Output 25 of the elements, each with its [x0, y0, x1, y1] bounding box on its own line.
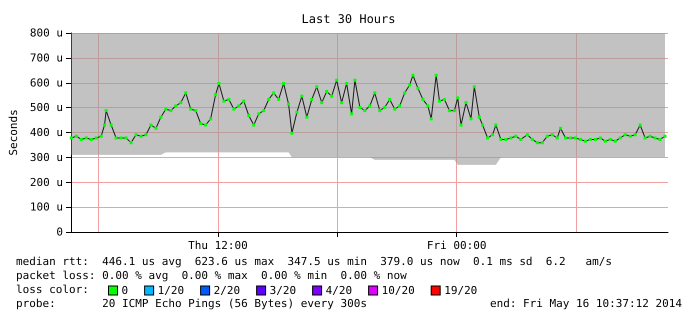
- chart-title: Last 30 Hours: [302, 12, 396, 26]
- legend-label: 0: [122, 284, 128, 297]
- legend-label: 10/20: [382, 284, 415, 297]
- text: probe: 20 ICMP Echo Pings (56 Bytes) every 300s: [16, 297, 367, 310]
- x-tick-label: Fri 00:00: [426, 239, 487, 252]
- x-tick-label: Thu 12:00: [188, 239, 248, 252]
- legend-label: 19/20: [444, 284, 478, 297]
- text: median rtt: 446.1 us avg 623.6 us max 347.5 us min 379.0 us now 0.1 ms sd 6.2 am/s: [16, 255, 612, 268]
- text: end: Fri May 16 10:37:12 2014: [490, 297, 682, 310]
- y-tick-label: 0: [56, 226, 64, 238]
- y-tick-label: 100 u: [30, 200, 64, 214]
- legend-label: 4/20: [326, 284, 352, 297]
- y-tick-label: 200 u: [30, 176, 64, 189]
- y-tick-label: 500 u: [30, 101, 64, 114]
- legend-label: 1/20: [158, 284, 184, 297]
- legend-label: 2/20: [214, 284, 240, 297]
- y-tick-label: 300 u: [30, 150, 64, 164]
- y-tick-label: 700 u: [30, 51, 64, 64]
- legend-title: loss color:: [16, 283, 89, 296]
- legend-label: 3/20: [270, 284, 296, 297]
- y-tick-label: 400 u: [30, 126, 64, 139]
- y-tick-label: 800 u: [30, 26, 64, 40]
- text: packet loss: 0.00 % avg 0.00 % max 0.00 % min 0.00 % now: [16, 269, 408, 282]
- y-tick-label: 600 u: [30, 76, 64, 90]
- y-axis-title: Seconds: [7, 109, 20, 156]
